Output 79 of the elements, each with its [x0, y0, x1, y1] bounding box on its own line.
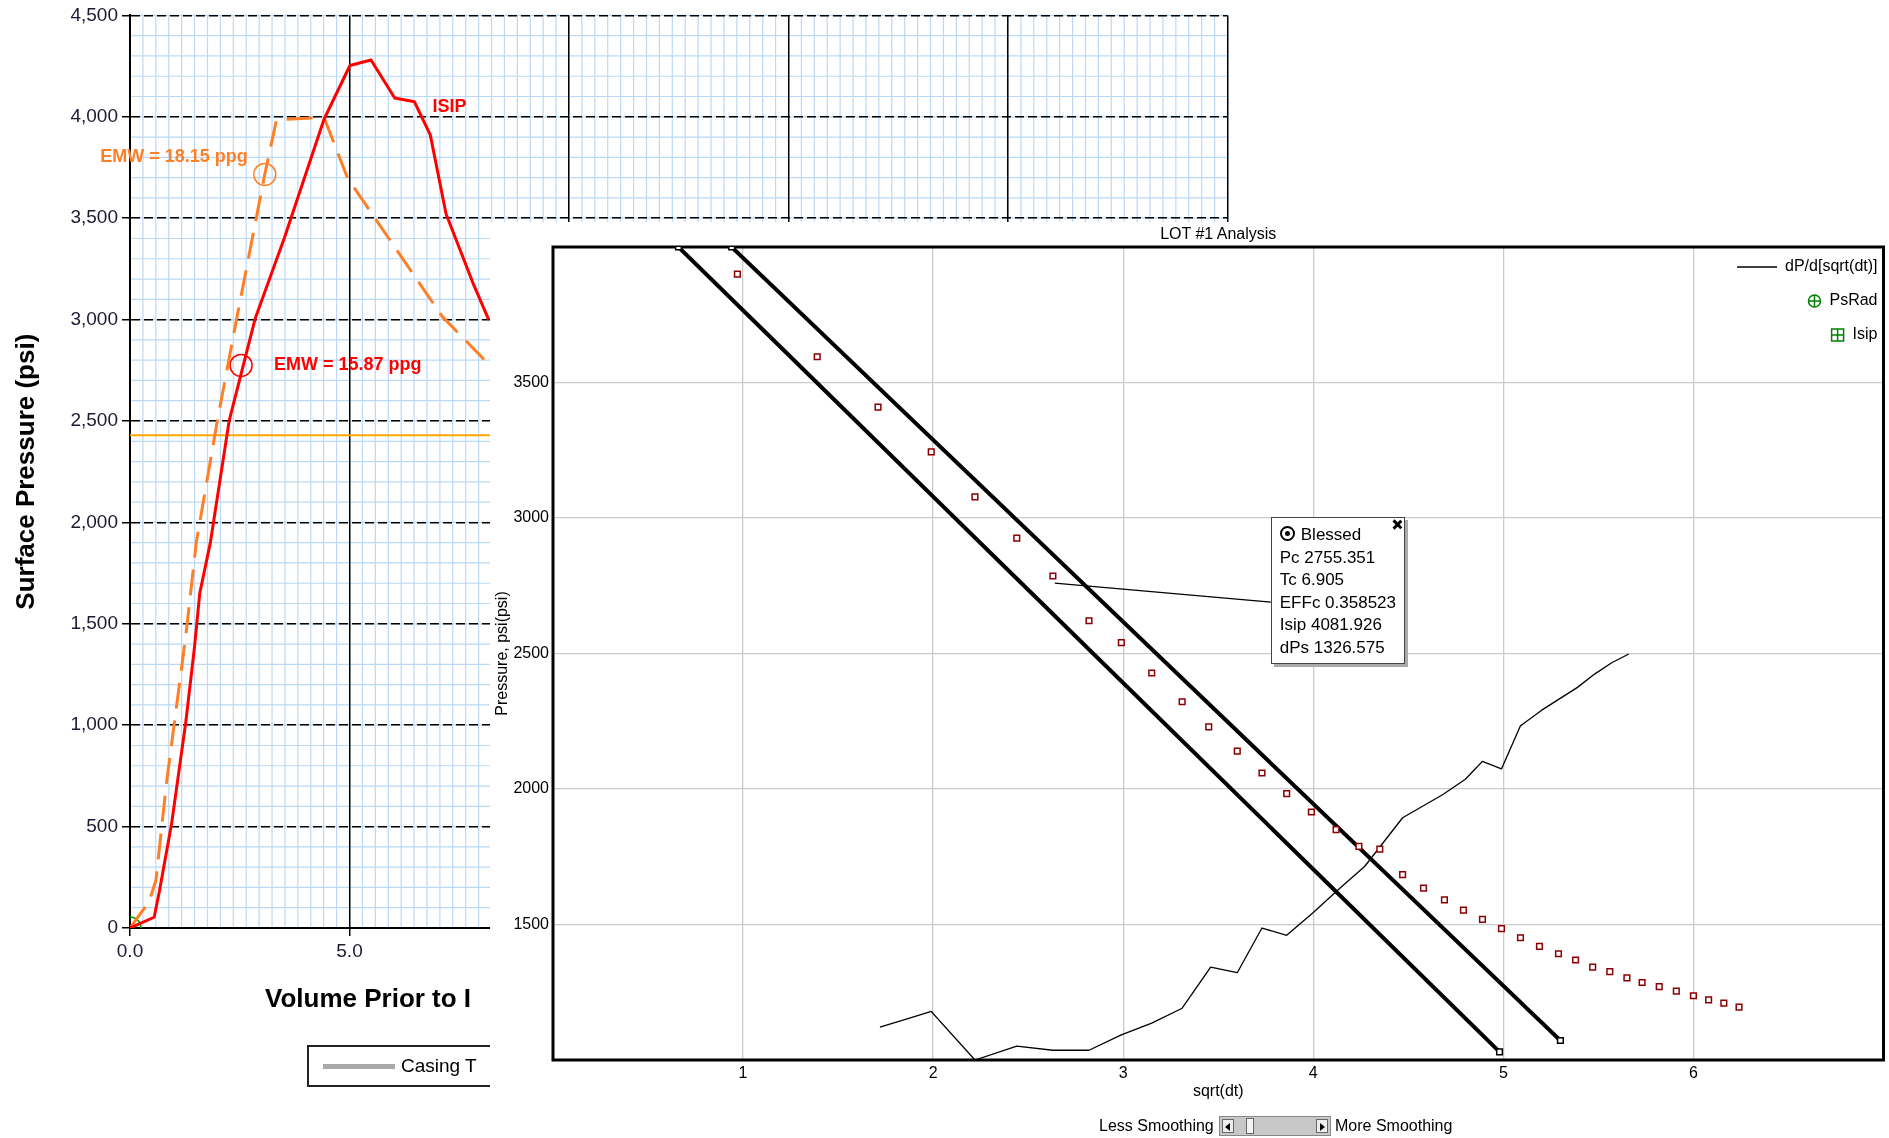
point [1283, 790, 1291, 798]
point [1495, 1048, 1504, 1056]
y-tick-label: 2,000 [70, 510, 118, 532]
x-tick-label: 3 [1118, 1064, 1128, 1082]
x-axis-title: sqrt(dt) [1192, 1082, 1244, 1100]
y-axis-title: Surface Pressure (psi) [10, 333, 41, 610]
point [1554, 950, 1563, 958]
x-tick-label: 1 [738, 1064, 748, 1082]
point [229, 353, 253, 378]
point [1705, 996, 1713, 1004]
point [1440, 896, 1449, 904]
point [1332, 826, 1340, 834]
point [1689, 992, 1698, 1000]
y-tick-label: 2500 [513, 643, 550, 661]
point [1419, 884, 1428, 892]
point [1497, 924, 1506, 933]
chart-title: LOT #1 Analysis [1160, 225, 1277, 243]
point [1516, 934, 1525, 942]
point [1459, 906, 1468, 914]
point [1355, 842, 1363, 851]
point [1117, 639, 1125, 647]
annotation: ISIP [432, 95, 467, 116]
y-tick-label: 4,000 [70, 105, 118, 127]
point [1233, 747, 1241, 755]
x-tick-label: 5.0 [336, 939, 363, 961]
y-tick-label: 3,000 [70, 307, 118, 329]
point [1085, 617, 1093, 625]
x-tick-label: 5 [1498, 1064, 1508, 1082]
point [1556, 1036, 1564, 1045]
point [813, 353, 821, 361]
point [874, 403, 882, 411]
point [1735, 1003, 1743, 1011]
point [1720, 999, 1728, 1007]
point [1376, 845, 1384, 853]
point [1606, 968, 1614, 976]
y-tick-label: 0 [107, 916, 118, 938]
y-axis-title: Pressure, psi(psi) [493, 591, 511, 716]
point [1478, 915, 1487, 923]
point [1655, 982, 1663, 991]
legend-label: PsRad [1829, 291, 1878, 309]
x-tick-label: 2 [928, 1064, 938, 1082]
point [1589, 963, 1597, 971]
y-tick-label: 500 [86, 814, 118, 836]
point [1672, 987, 1680, 995]
y-tick-label: 1500 [513, 914, 550, 932]
point [1572, 956, 1580, 964]
y-tick-label: 4,500 [70, 3, 118, 25]
point [1535, 942, 1544, 951]
y-tick-label: 1,000 [70, 713, 118, 735]
legend-label: Casing T [307, 1045, 493, 1087]
point [1049, 572, 1057, 580]
point [1013, 534, 1021, 542]
x-tick-label: 0.0 [116, 939, 144, 961]
point [253, 162, 277, 187]
point [1307, 808, 1315, 816]
point [1399, 871, 1407, 879]
y-tick-label: 2000 [513, 779, 550, 797]
y-tick-label: 2,500 [70, 409, 118, 431]
text: More Smoothing [1335, 1117, 1453, 1135]
point [1258, 769, 1266, 777]
annotation: Blessed Pc 2755.351 Tc 6.905 EFFc 0.358523 Isip 4081.926 dPs 1326.575 [1279, 524, 1397, 659]
y-tick-label: 3,500 [70, 206, 118, 228]
text: Less Smoothing [1099, 1117, 1214, 1135]
point [971, 493, 979, 501]
y-tick-label: 3000 [513, 508, 550, 526]
legend-label: Isip [1852, 325, 1878, 343]
x-tick-label: 4 [1308, 1064, 1318, 1082]
point [927, 448, 935, 456]
point [1623, 974, 1631, 982]
point [1148, 669, 1156, 677]
point [1178, 698, 1186, 706]
y-tick-label: 3500 [513, 372, 550, 390]
point [1638, 978, 1646, 987]
x-tick-label: 6 [1688, 1064, 1698, 1082]
y-tick-label: 1,500 [70, 612, 118, 634]
point [1205, 723, 1213, 731]
point [733, 270, 741, 278]
x-axis-title: Volume Prior to I [265, 983, 472, 1014]
legend-label: dP/d[sqrt(dt)] [1785, 257, 1878, 275]
